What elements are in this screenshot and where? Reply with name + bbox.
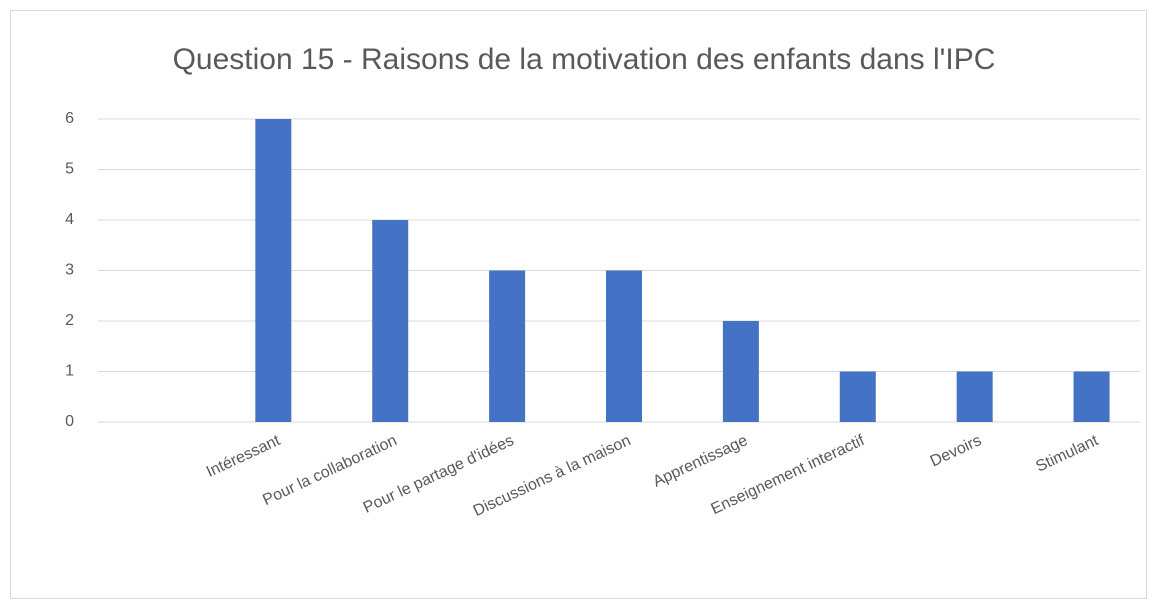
y-tick-label: 6 (65, 110, 74, 127)
y-tick-label: 2 (65, 312, 74, 329)
bar (255, 119, 292, 422)
chart-border (10, 10, 1147, 599)
y-tick-label: 3 (65, 262, 74, 279)
bar (489, 270, 526, 422)
bar (606, 270, 642, 422)
y-tick-label: 1 (65, 363, 74, 380)
bar (839, 371, 876, 422)
y-tick-label: 4 (65, 211, 74, 228)
bar (372, 220, 409, 422)
y-tick-label: 5 (65, 161, 74, 178)
chart-title: Question 15 - Raisons de la motivation d… (172, 43, 996, 76)
bar (956, 371, 993, 422)
y-tick-label: 0 (65, 413, 74, 430)
bar (722, 321, 759, 422)
bar (1073, 371, 1110, 422)
